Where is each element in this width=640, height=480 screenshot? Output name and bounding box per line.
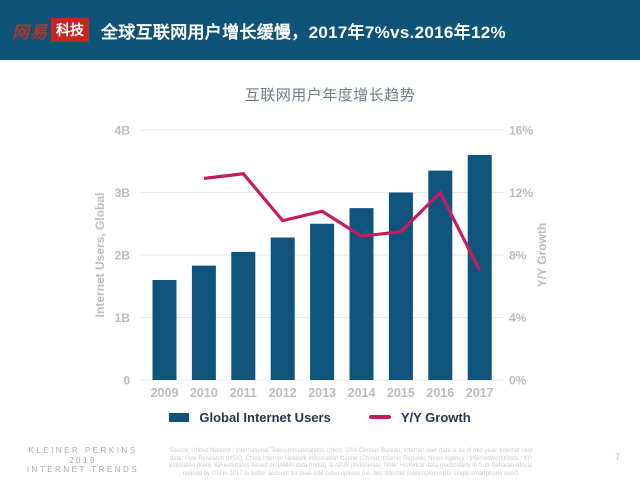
- left-axis-tick: 4B: [115, 124, 131, 138]
- source-line: revised by ITU in 2017 to better account…: [182, 470, 520, 477]
- source-line: Source: United Nations / International T…: [168, 448, 534, 454]
- right-axis-tick: 4%: [509, 311, 527, 325]
- source-line: data: Pew Research (USA), China Internet…: [169, 455, 533, 462]
- bar-2010: [191, 265, 216, 380]
- left-axis-tick: 3B: [115, 186, 131, 200]
- bar-2013: [310, 223, 335, 380]
- x-axis-label-2010: 2010: [190, 386, 218, 400]
- left-axis-tick: 0: [123, 374, 130, 388]
- x-axis-label-2012: 2012: [269, 386, 297, 400]
- x-axis-label-2015: 2015: [387, 386, 415, 400]
- right-axis-tick: 0%: [509, 374, 527, 388]
- right-axis-tick: 16%: [509, 124, 533, 138]
- netease-tech-logo[interactable]: 网易 科技: [12, 18, 89, 43]
- bar-legend-swatch: [169, 412, 190, 422]
- left-axis-title: Internet Users, Global: [93, 193, 107, 318]
- source-line: estimates (Iran), KP estimates based on …: [169, 463, 533, 469]
- source-note: Source: United Nations / International T…: [145, 448, 557, 478]
- tech-logo-badge: 科技: [51, 18, 89, 42]
- brand-line: 2018: [69, 455, 97, 465]
- right-axis-title: Y/Y Growth: [535, 223, 549, 287]
- bar-2012: [270, 237, 295, 380]
- kleiner-perkins-brand: KLEINER PERKINS 2018 INTERNET TRENDS: [8, 446, 158, 475]
- x-axis-label-2013: 2013: [308, 386, 336, 400]
- bar-2015: [388, 192, 413, 380]
- bar-legend-label: Global Internet Users: [199, 409, 331, 425]
- page-number: 7: [614, 452, 620, 462]
- left-axis-tick: 1B: [115, 311, 131, 325]
- left-axis-tick: 2B: [115, 249, 131, 263]
- header-bar: 网易 科技 全球互联网用户增长缓慢，2017年7%vs.2016年12%: [0, 0, 640, 60]
- chart-legend: Global Internet Users Y/Y Growth: [0, 408, 640, 426]
- article-title: 全球互联网用户增长缓慢，2017年7%vs.2016年12%: [101, 22, 506, 42]
- right-axis-tick: 8%: [509, 249, 527, 263]
- x-axis-label-2009: 2009: [151, 386, 179, 400]
- bar-2011: [231, 251, 256, 380]
- line-legend-swatch: [368, 415, 391, 419]
- growth-chart: 0 0% 1B 4% 2B 8% 3B 12% 4B 16% Internet Users, Glo…: [93, 124, 549, 401]
- x-axis-label-2011: 2011: [230, 386, 257, 400]
- x-axis-label-2016: 2016: [426, 386, 454, 400]
- netease-logo-text: 网易: [12, 22, 48, 42]
- x-axis-label-2014: 2014: [348, 386, 376, 400]
- growth-line: [203, 172, 482, 272]
- x-axis-label-2017: 2017: [466, 386, 494, 400]
- right-axis-tick: 12%: [509, 186, 533, 200]
- brand-line: KLEINER PERKINS: [28, 446, 138, 455]
- brand-line: INTERNET TRENDS: [26, 465, 140, 474]
- line-legend-label: Y/Y Growth: [400, 409, 471, 425]
- chart-title: 互联网用户年度增长趋势: [244, 87, 416, 104]
- bar-2009: [152, 280, 177, 380]
